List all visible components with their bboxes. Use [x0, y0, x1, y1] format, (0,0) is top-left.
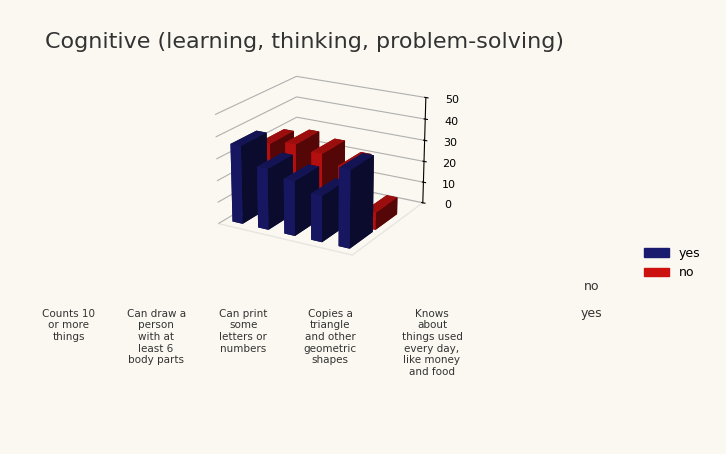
Text: no: no [584, 280, 600, 292]
Legend: yes, no: yes, no [639, 242, 705, 285]
Text: Counts 10
or more
things: Counts 10 or more things [42, 309, 96, 342]
Text: Can print
some
letters or
numbers: Can print some letters or numbers [219, 309, 267, 354]
Text: Can draw a
person
with at
least 6
body parts: Can draw a person with at least 6 body p… [126, 309, 186, 365]
Text: Cognitive (learning, thinking, problem-solving): Cognitive (learning, thinking, problem-s… [46, 32, 564, 52]
Text: Knows
about
things used
every day,
like money
and food: Knows about things used every day, like … [401, 309, 462, 377]
Text: Copies a
triangle
and other
geometric
shapes: Copies a triangle and other geometric sh… [303, 309, 357, 365]
Text: yes: yes [581, 307, 603, 320]
